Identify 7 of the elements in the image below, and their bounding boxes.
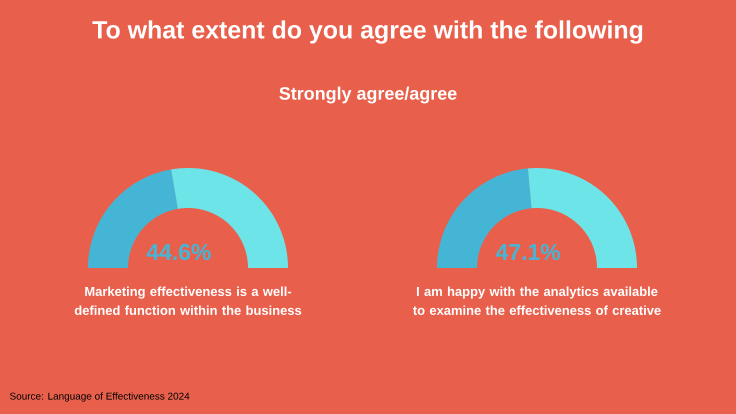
text: I am happy with the analytics available to examine the effectiveness of creative xyxy=(413,286,661,315)
source-note: Source: Language of Effectiveness 2024 xyxy=(10,392,190,402)
data-label: 44.6% xyxy=(146,244,211,260)
data-label: 47.1% xyxy=(496,244,560,260)
text: Strongly agree/agree xyxy=(279,86,457,104)
text: To what extent do you agree with the following xyxy=(92,20,642,44)
text: Marketing effectiveness is a well-defined function within the business xyxy=(74,286,302,315)
